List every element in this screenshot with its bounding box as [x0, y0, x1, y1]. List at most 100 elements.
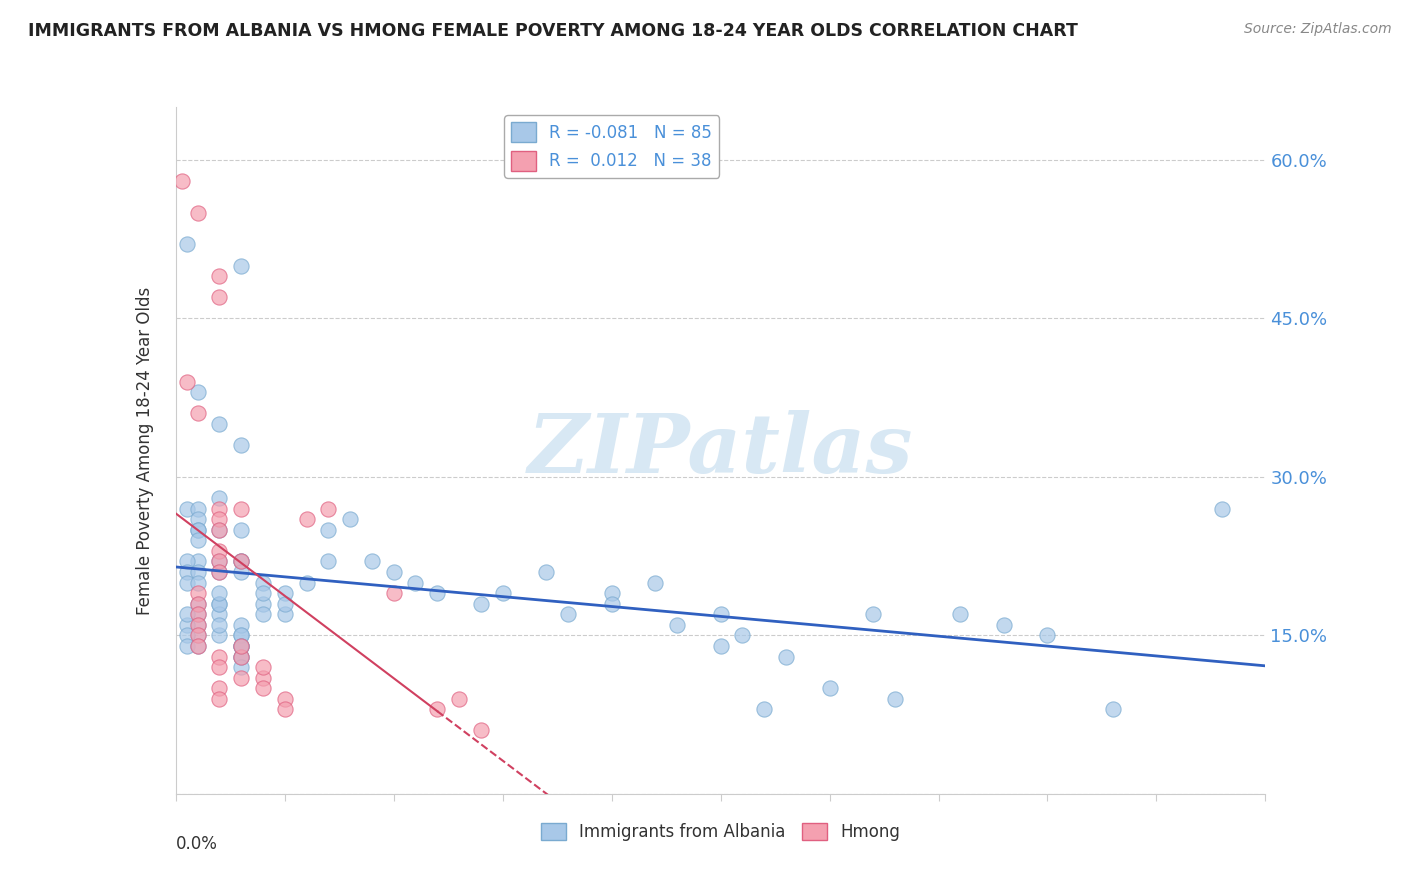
Point [731, 628, 754, 642]
Point [208, 417, 231, 431]
Point [710, 607, 733, 622]
Legend: Immigrants from Albania, Hmong: Immigrants from Albania, Hmong [534, 816, 907, 847]
Point [1211, 501, 1233, 516]
Point [186, 501, 209, 516]
Point [186, 628, 209, 642]
Point [274, 597, 297, 611]
Point [710, 639, 733, 653]
Point [172, 174, 194, 188]
Point [208, 617, 231, 632]
Point [274, 586, 297, 600]
Point [186, 385, 209, 400]
Point [884, 691, 907, 706]
Point [186, 575, 209, 590]
Point [818, 681, 841, 696]
Point [176, 501, 198, 516]
Point [176, 628, 198, 642]
Point [186, 597, 209, 611]
Point [318, 501, 340, 516]
Point [208, 269, 231, 284]
Point [754, 702, 776, 716]
Point [186, 523, 209, 537]
Point [208, 628, 231, 642]
Point [231, 501, 253, 516]
Point [274, 702, 297, 716]
Point [993, 617, 1015, 632]
Point [176, 375, 198, 389]
Point [186, 607, 209, 622]
Point [382, 565, 405, 579]
Text: Source: ZipAtlas.com: Source: ZipAtlas.com [1244, 22, 1392, 37]
Point [231, 554, 253, 568]
Point [862, 607, 884, 622]
Point [231, 639, 253, 653]
Point [186, 628, 209, 642]
Point [186, 523, 209, 537]
Point [208, 565, 231, 579]
Point [231, 565, 253, 579]
Point [208, 660, 231, 674]
Point [252, 660, 274, 674]
Point [252, 575, 274, 590]
Point [186, 639, 209, 653]
Point [186, 205, 209, 219]
Point [295, 512, 318, 526]
Point [208, 607, 231, 622]
Text: ZIPatlas: ZIPatlas [527, 410, 914, 491]
Point [231, 259, 253, 273]
Point [447, 691, 470, 706]
Point [176, 617, 198, 632]
Point [252, 607, 274, 622]
Point [231, 628, 253, 642]
Point [208, 597, 231, 611]
Point [176, 575, 198, 590]
Point [405, 575, 427, 590]
Point [186, 586, 209, 600]
Point [252, 671, 274, 685]
Point [208, 554, 231, 568]
Point [534, 565, 557, 579]
Point [274, 691, 297, 706]
Point [231, 649, 253, 664]
Point [208, 554, 231, 568]
Point [318, 554, 340, 568]
Point [176, 237, 198, 252]
Point [208, 681, 231, 696]
Point [231, 671, 253, 685]
Point [252, 597, 274, 611]
Point [339, 512, 361, 526]
Point [949, 607, 972, 622]
Point [186, 597, 209, 611]
Point [208, 586, 231, 600]
Point [186, 617, 209, 632]
Point [318, 523, 340, 537]
Point [557, 607, 579, 622]
Point [231, 639, 253, 653]
Point [208, 290, 231, 304]
Point [775, 649, 797, 664]
Y-axis label: Female Poverty Among 18-24 Year Olds: Female Poverty Among 18-24 Year Olds [136, 286, 155, 615]
Point [186, 639, 209, 653]
Point [231, 628, 253, 642]
Point [360, 554, 382, 568]
Point [186, 407, 209, 421]
Point [470, 723, 492, 738]
Point [186, 533, 209, 548]
Point [208, 501, 231, 516]
Point [382, 586, 405, 600]
Point [470, 597, 492, 611]
Point [600, 586, 623, 600]
Point [231, 554, 253, 568]
Point [231, 639, 253, 653]
Point [1036, 628, 1059, 642]
Point [426, 702, 449, 716]
Point [208, 565, 231, 579]
Point [176, 554, 198, 568]
Point [295, 575, 318, 590]
Point [231, 649, 253, 664]
Point [208, 649, 231, 664]
Point [186, 617, 209, 632]
Point [208, 597, 231, 611]
Point [252, 681, 274, 696]
Point [186, 607, 209, 622]
